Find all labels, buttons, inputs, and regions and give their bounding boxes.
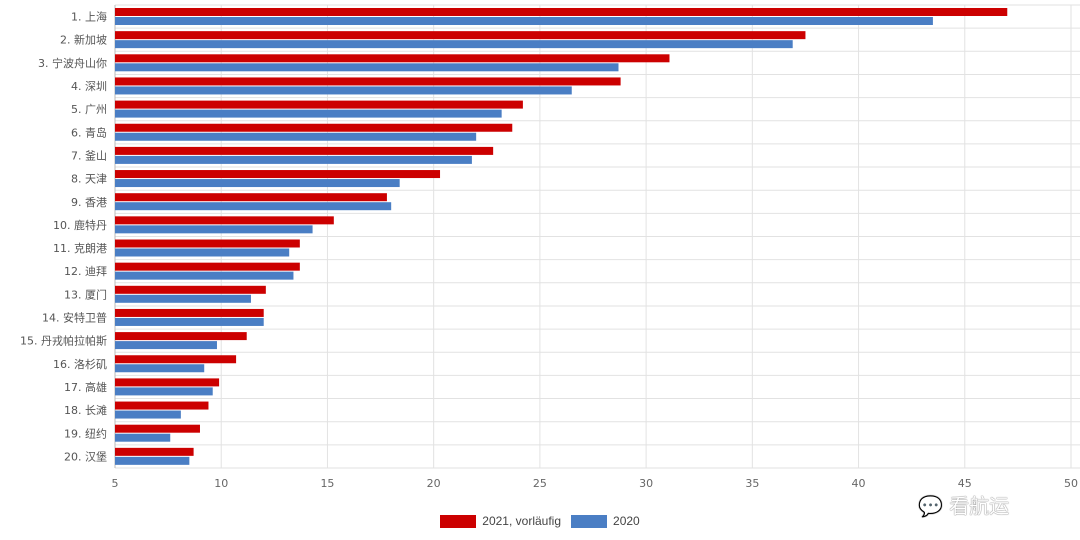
x-tick-label: 50 — [1064, 477, 1078, 490]
bar-2021 — [115, 378, 220, 387]
legend-label-2020: 2020 — [613, 514, 640, 528]
bar-2020 — [115, 179, 400, 188]
y-tick-label: 14. 安特卫普 — [42, 311, 107, 325]
y-tick-label: 8. 天津 — [71, 173, 107, 186]
bar-2021 — [115, 77, 621, 86]
legend-item-2020[interactable]: 2020 — [571, 514, 640, 528]
bar-2020 — [115, 433, 171, 442]
bar-2021 — [115, 193, 387, 202]
x-tick-label: 25 — [533, 477, 547, 490]
bar-2021 — [115, 239, 300, 248]
x-tick-label: 15 — [320, 477, 334, 490]
x-tick-label: 5 — [112, 477, 119, 490]
bar-2020 — [115, 63, 619, 72]
bar-2020 — [115, 271, 294, 280]
bar-2021 — [115, 332, 247, 341]
bar-2021 — [115, 424, 200, 433]
y-tick-label: 4. 深圳 — [71, 80, 107, 93]
x-tick-label: 10 — [214, 477, 228, 490]
bar-2021 — [115, 8, 1008, 16]
bar-2021 — [115, 447, 194, 456]
y-tick-label: 15. 丹戎帕拉帕斯 — [20, 334, 107, 348]
x-tick-label: 35 — [745, 477, 759, 490]
bar-2020 — [115, 341, 217, 350]
bar-2021 — [115, 31, 806, 40]
legend-swatch-2020 — [571, 514, 608, 528]
wechat-watermark: 💬 看航运 — [918, 494, 1009, 518]
bar-2021 — [115, 216, 334, 225]
bar-2021 — [115, 54, 670, 63]
bar-2020 — [115, 387, 213, 396]
bar-2020 — [115, 155, 472, 164]
y-tick-label: 13. 厦门 — [64, 287, 107, 301]
bar-2020 — [115, 132, 477, 141]
bar-2021 — [115, 100, 523, 109]
bar-2021 — [115, 262, 300, 271]
bar-2021 — [115, 123, 513, 132]
bar-2021 — [115, 355, 237, 364]
y-tick-label: 2. 新加坡 — [60, 33, 107, 47]
bar-2021 — [115, 170, 441, 179]
bar-2020 — [115, 317, 264, 326]
legend: 2021, vorläufig 2020 — [0, 514, 1080, 528]
y-tick-label: 19. 纽约 — [64, 426, 107, 440]
y-tick-label: 16. 洛杉矶 — [53, 357, 107, 371]
watermark-text: 看航运 — [949, 494, 1010, 518]
legend-swatch-2021 — [440, 514, 477, 528]
bar-2021 — [115, 308, 264, 317]
y-tick-label: 11. 克朗港 — [53, 242, 107, 255]
bar-2020 — [115, 225, 313, 234]
y-tick-label: 5. 广州 — [71, 103, 107, 116]
y-tick-label: 17. 高雄 — [64, 380, 107, 394]
y-tick-label: 12. 迪拜 — [64, 265, 107, 278]
bar-2021 — [115, 401, 209, 410]
bar-2021 — [115, 285, 266, 294]
bar-2020 — [115, 410, 181, 419]
bar-2020 — [115, 202, 392, 211]
bar-2020 — [115, 456, 190, 465]
bar-2020 — [115, 248, 290, 257]
legend-item-2021[interactable]: 2021, vorläufig — [440, 514, 561, 528]
y-tick-label: 9. 香港 — [71, 196, 107, 209]
y-tick-label: 1. 上海 — [71, 10, 107, 24]
x-tick-label: 45 — [958, 477, 972, 490]
y-tick-label: 20. 汉堡 — [64, 449, 107, 463]
y-tick-label: 18. 长滩 — [64, 403, 107, 417]
legend-label-2021: 2021, vorläufig — [482, 514, 562, 528]
bar-2020 — [115, 294, 251, 303]
bar-2020 — [115, 40, 793, 49]
y-tick-label: 6. 青岛 — [71, 125, 107, 139]
wechat-icon: 💬 — [918, 494, 943, 518]
bar-2020 — [115, 86, 572, 95]
x-tick-label: 30 — [639, 477, 653, 490]
bar-2020 — [115, 109, 502, 118]
y-tick-label: 10. 鹿特丹 — [53, 218, 107, 232]
bar-2020 — [115, 364, 205, 373]
y-tick-label: 7. 釜山 — [71, 148, 107, 162]
x-tick-label: 20 — [427, 477, 441, 490]
y-tick-label: 3. 宁波舟山你 — [38, 56, 107, 70]
bar-2021 — [115, 146, 494, 155]
bar-2020 — [115, 17, 933, 25]
x-tick-label: 40 — [852, 477, 866, 490]
